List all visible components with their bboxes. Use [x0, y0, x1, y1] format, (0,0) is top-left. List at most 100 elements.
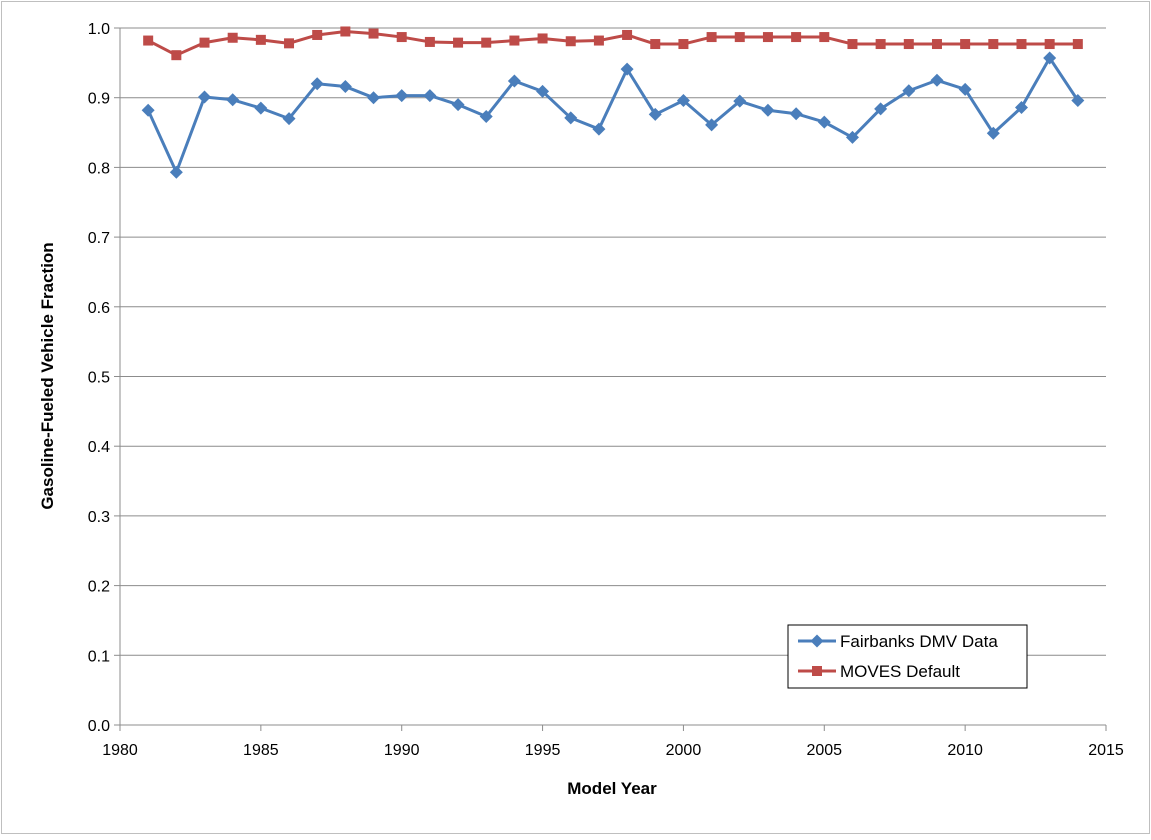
data-point	[819, 32, 830, 43]
tick-labels: 0.0 0.1 0.2 0.3 0.4 0.5 0.6 0.7 0.8 0.9 1.0 1980 198…	[88, 21, 1124, 759]
data-point	[817, 115, 831, 129]
data-point	[1072, 39, 1083, 50]
x-tick-label: 2010	[947, 742, 983, 759]
data-point	[622, 29, 633, 40]
data-point	[396, 32, 407, 43]
y-axis-title: Gasoline-Fueled Vehicle Fraction	[38, 242, 57, 509]
y-tick-label: 0.2	[88, 579, 110, 596]
x-axis-title: Model Year	[567, 779, 657, 798]
x-tick-label: 1995	[525, 742, 561, 759]
data-point	[1043, 51, 1057, 65]
series-fairbanks-dmv-data	[141, 51, 1085, 179]
x-tick-label: 1980	[102, 742, 138, 759]
data-point	[226, 93, 240, 107]
data-point	[367, 91, 381, 105]
y-tick-label: 0.1	[88, 648, 110, 665]
data-point	[875, 39, 886, 50]
data-point	[451, 98, 465, 112]
legend-label: MOVES Default	[840, 662, 960, 681]
data-point	[395, 89, 409, 103]
data-point	[255, 34, 266, 45]
y-tick-label: 0.7	[88, 230, 110, 247]
data-point	[592, 122, 606, 136]
data-point	[705, 118, 719, 132]
data-point	[986, 126, 1000, 140]
y-tick-label: 0.3	[88, 509, 110, 526]
y-tick-label: 1.0	[88, 21, 110, 38]
data-point	[958, 82, 972, 96]
data-point	[284, 38, 295, 49]
x-tick-label: 1985	[243, 742, 279, 759]
data-point	[340, 26, 351, 37]
y-tick-label: 0.5	[88, 370, 110, 387]
data-point	[509, 35, 520, 46]
x-tick-label: 2005	[806, 742, 842, 759]
axes	[114, 27, 1107, 731]
data-point	[931, 39, 942, 50]
legend-marker	[810, 634, 824, 648]
series-line	[146, 56, 1080, 174]
data-point	[479, 110, 493, 124]
data-point	[845, 130, 859, 144]
data-point	[960, 39, 971, 50]
data-point	[847, 39, 858, 50]
data-point	[648, 107, 662, 121]
data-point	[141, 103, 155, 117]
data-point	[198, 90, 212, 104]
y-tick-label: 0.6	[88, 300, 110, 317]
legend-label: Fairbanks DMV Data	[840, 632, 998, 651]
data-point	[593, 35, 604, 46]
data-point	[706, 32, 717, 43]
data-point	[282, 112, 296, 126]
data-point	[1044, 39, 1055, 50]
data-point	[312, 29, 323, 40]
legend-marker	[812, 666, 822, 676]
y-tick-label: 0.8	[88, 160, 110, 177]
data-point	[733, 94, 747, 108]
data-point	[368, 28, 379, 39]
data-point	[791, 32, 802, 43]
data-point	[143, 35, 154, 46]
data-point	[676, 93, 690, 107]
data-point	[537, 33, 548, 44]
data-point	[789, 107, 803, 121]
y-tick-label: 0.4	[88, 439, 110, 456]
data-point	[620, 62, 634, 76]
data-point	[734, 32, 745, 43]
data-point	[199, 37, 210, 48]
data-point	[1016, 39, 1027, 50]
data-point	[507, 74, 521, 88]
data-point	[678, 39, 689, 50]
legend: Fairbanks DMV Data MOVES Default	[787, 624, 1028, 689]
data-point	[536, 84, 550, 98]
data-point	[762, 32, 773, 43]
data-point	[903, 39, 914, 50]
data-point	[171, 50, 182, 61]
legend-items: Fairbanks DMV Data MOVES Default	[798, 632, 998, 681]
data-point	[423, 89, 437, 103]
data-point	[1071, 93, 1085, 107]
series-line	[147, 29, 1078, 57]
data-point	[1014, 100, 1028, 114]
data-point	[650, 39, 661, 50]
data-point	[338, 80, 352, 94]
data-point	[565, 36, 576, 47]
data-point	[564, 111, 578, 125]
data-point	[227, 32, 238, 43]
data-point	[254, 101, 268, 115]
data-point	[902, 84, 916, 98]
data-point	[424, 36, 435, 47]
data-point	[453, 37, 464, 48]
data-point	[761, 103, 775, 117]
x-tick-label: 2015	[1088, 742, 1124, 759]
x-tick-label: 2000	[666, 742, 702, 759]
series-moves-default	[143, 26, 1083, 61]
data-point	[169, 165, 183, 179]
data-point	[481, 37, 492, 48]
data-point	[930, 73, 944, 87]
data-point	[874, 102, 888, 116]
data-point	[988, 39, 999, 50]
